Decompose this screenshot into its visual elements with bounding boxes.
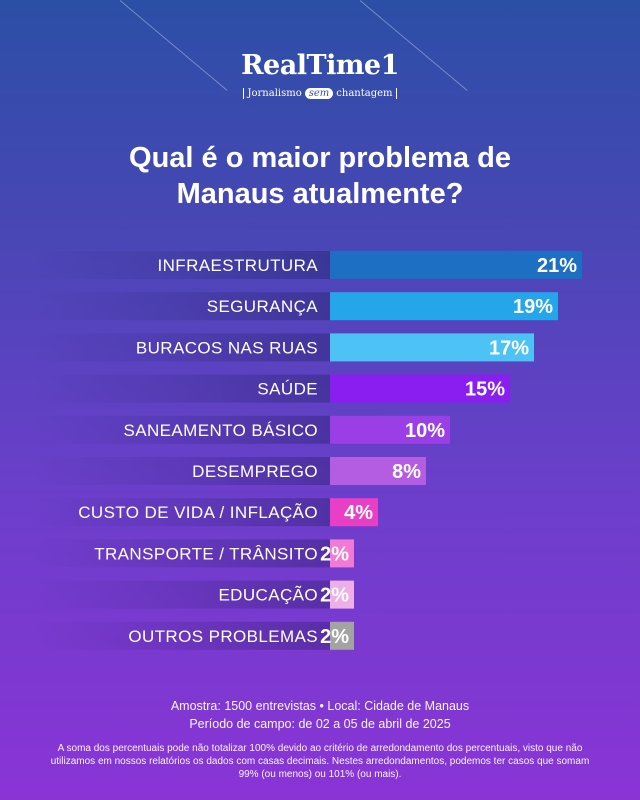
bar xyxy=(330,333,534,362)
value-label: 19% xyxy=(513,296,553,318)
value-label: 17% xyxy=(489,337,529,359)
value-label: 8% xyxy=(392,461,421,483)
chart-title: Qual é o maior problema de Manaus atualm… xyxy=(0,140,640,212)
bar xyxy=(330,292,558,321)
bar xyxy=(330,539,354,568)
category-label: INFRAESTRUTURA xyxy=(158,256,319,275)
value-label: 4% xyxy=(344,502,373,524)
footer-sample: Amostra: 1500 entrevistas • Local: Cidad… xyxy=(170,699,470,713)
value-label: 2% xyxy=(320,543,349,565)
logo-name: RealTime1 xyxy=(241,50,399,81)
category-label: EDUCAÇÃO xyxy=(218,586,318,605)
value-label: 2% xyxy=(320,626,349,648)
logo: RealTime1 Jornalismo sem chantagem xyxy=(0,50,640,100)
category-label: OUTROS PROBLEMAS xyxy=(128,627,318,646)
category-label: CUSTO DE VIDA / INFLAÇÃO xyxy=(78,503,318,522)
title-line-2: Manaus atualmente? xyxy=(176,178,464,210)
category-label: TRANSPORTE / TRÂNSITO xyxy=(94,544,318,563)
category-label: BURACOS NAS RUAS xyxy=(136,338,318,357)
label-strip xyxy=(30,415,330,444)
bar xyxy=(330,415,450,444)
category-label: SAÚDE xyxy=(257,380,318,399)
bar xyxy=(330,251,582,279)
label-strip xyxy=(30,498,330,527)
value-label: 10% xyxy=(405,420,445,442)
bar xyxy=(330,621,354,650)
label-strip xyxy=(30,292,330,321)
bar xyxy=(330,498,378,527)
footer-note: A soma dos percentuais pode não totaliza… xyxy=(50,743,590,780)
logo-tag-pill: sem xyxy=(304,88,334,99)
bar xyxy=(330,457,426,485)
label-strip xyxy=(30,457,330,485)
label-strip xyxy=(30,374,330,403)
bar xyxy=(330,580,354,609)
value-label: 21% xyxy=(537,255,577,277)
bar xyxy=(330,374,510,403)
logo-tag-left: Jornalismo xyxy=(247,88,302,99)
label-strip xyxy=(30,251,330,279)
category-label: DESEMPREGO xyxy=(192,462,318,481)
label-strip xyxy=(30,621,330,650)
footer-period: Período de campo: de 02 a 05 de abril de… xyxy=(189,717,451,731)
label-strip xyxy=(30,333,330,362)
logo-tagline: Jornalismo sem chantagem xyxy=(243,88,397,99)
label-strip xyxy=(30,580,330,609)
value-label: 2% xyxy=(320,585,349,607)
category-label: SEGURANÇA xyxy=(207,297,319,316)
bar-chart: INFRAESTRUTURA 21% SEGURANÇA 19% BURACOS NAS… xyxy=(30,251,582,650)
category-label: SANEAMENTO BÁSICO xyxy=(124,421,318,440)
label-strip xyxy=(30,539,330,568)
footer-info: Amostra: 1500 entrevistas • Local: Cidad… xyxy=(0,697,640,733)
value-label: 15% xyxy=(465,379,505,401)
logo-tag-right: chantagem xyxy=(336,88,393,99)
title-line-1: Qual é o maior problema de xyxy=(129,142,511,174)
